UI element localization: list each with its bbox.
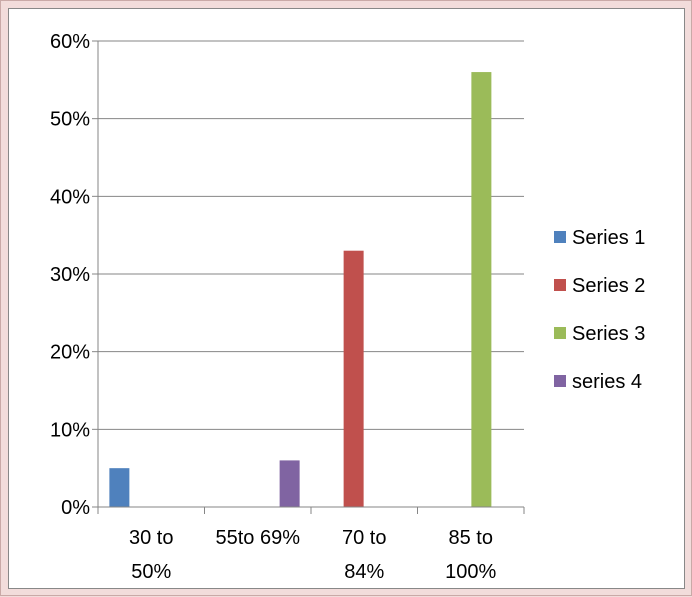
- bar-series-4: [279, 460, 300, 507]
- x-axis-category-labels: 30 to 50% 55to 69% 70 to 84% 85 to 100%: [129, 527, 497, 583]
- legend-swatch: [554, 327, 566, 339]
- legend-swatch: [554, 375, 566, 387]
- y-tick-label: 40%: [50, 186, 90, 208]
- axes: [97, 41, 525, 514]
- y-tick-label: 0%: [61, 497, 90, 519]
- x-category-label-line: 55to 69%: [215, 527, 300, 549]
- legend-label: Series 3: [572, 323, 645, 345]
- bar-series-2: [343, 250, 364, 507]
- y-tick-label: 20%: [50, 342, 90, 364]
- y-tick-label: 60%: [50, 31, 90, 53]
- x-category-label: 70 to 84%: [342, 527, 386, 583]
- x-category-label-line: 85 to: [449, 527, 493, 549]
- y-tick-label: 10%: [50, 419, 90, 441]
- legend-label: Series 1: [572, 227, 645, 249]
- bar-series-3: [471, 72, 492, 508]
- bars: [109, 72, 492, 508]
- gridlines: [92, 40, 524, 508]
- x-category-label: 85 to 100%: [445, 527, 496, 583]
- bar-series-1: [109, 468, 130, 507]
- legend-swatch: [554, 279, 566, 291]
- legend-label: series 4: [572, 371, 642, 393]
- x-category-label-line: 100%: [445, 561, 496, 583]
- legend-label: Series 2: [572, 275, 645, 297]
- x-category-label-line: 84%: [344, 561, 384, 583]
- x-category-label-line: 70 to: [342, 527, 386, 549]
- x-category-label: 30 to 50%: [129, 527, 173, 583]
- legend-swatch: [554, 231, 566, 243]
- x-category-label-line: 50%: [131, 561, 171, 583]
- legend: Series 1 Series 2 Series 3 series 4: [554, 227, 645, 393]
- x-category-label-line: 30 to: [129, 527, 173, 549]
- y-tick-label: 50%: [50, 109, 90, 131]
- y-tick-label: 30%: [50, 264, 90, 286]
- x-category-label: 55to 69%: [215, 527, 300, 549]
- y-axis-tick-labels: 0% 10% 20% 30% 40% 50% 60%: [50, 31, 90, 519]
